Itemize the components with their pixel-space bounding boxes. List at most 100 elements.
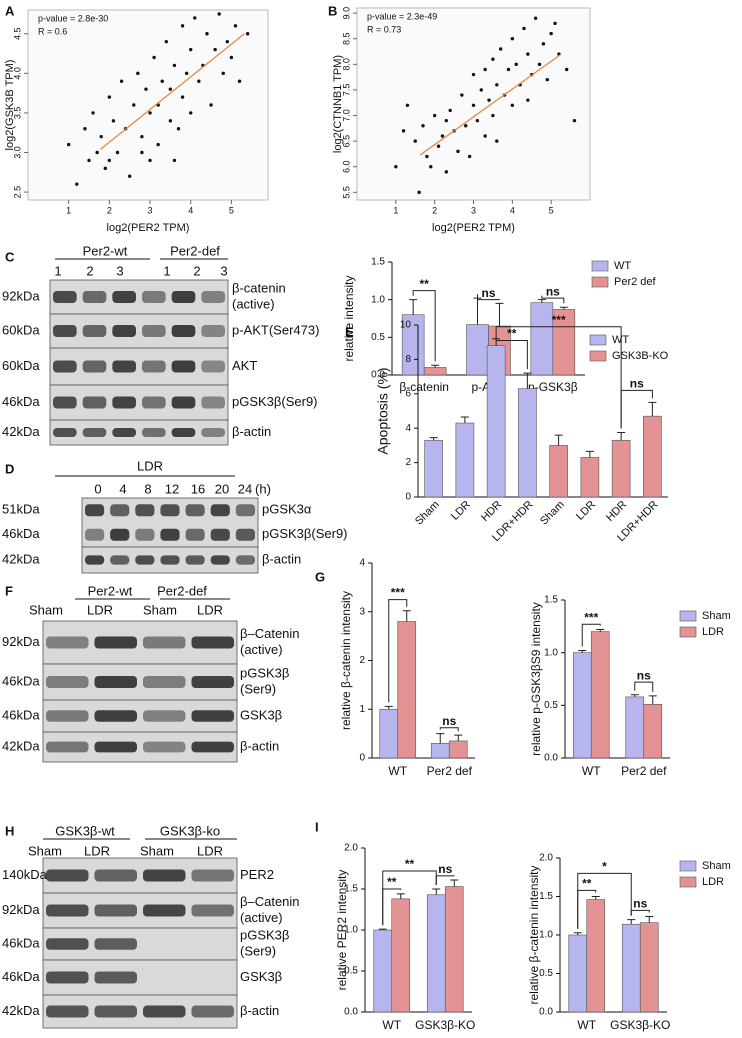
protein-label: β-actin: [232, 424, 271, 439]
protein-label: β-actin: [240, 738, 279, 753]
blot-band: [235, 528, 255, 541]
protein-label: (active): [240, 642, 283, 657]
y-tick-label: 8.5: [341, 32, 351, 45]
kda-label: 60kDa: [2, 322, 40, 337]
point: [140, 134, 144, 139]
blot-band: [201, 428, 225, 437]
point: [479, 88, 483, 92]
y-tick-label: 1.5: [539, 891, 553, 902]
point: [115, 150, 120, 155]
point: [429, 165, 433, 169]
y-tick-label: 8.0: [341, 58, 351, 71]
x-tick-label: p-GSK3β: [528, 380, 578, 394]
y-tick-label: 0.0: [539, 1007, 553, 1018]
error-bar: [409, 299, 418, 315]
protein-label: β–Catenin: [240, 626, 300, 641]
blot-band: [94, 938, 137, 950]
blot-strip: [49, 347, 229, 386]
blot-band: [82, 428, 107, 437]
protein-label: (active): [240, 910, 283, 925]
panel-letter: C: [5, 249, 15, 264]
kda-label: 42kDa: [2, 424, 40, 439]
lane-label: LDR: [197, 602, 223, 617]
x-tick-label: Per2 def: [427, 764, 473, 778]
blot-band: [143, 676, 186, 688]
bar: [373, 929, 393, 1013]
bar: [643, 415, 662, 498]
y-tick-label: 2: [359, 655, 365, 666]
point: [526, 98, 530, 102]
significance-bracket: [620, 389, 653, 429]
error-bar: [596, 628, 605, 632]
significance-label: *: [602, 860, 607, 874]
error-bar: [630, 694, 639, 697]
x-tick-label: Sham: [413, 499, 442, 528]
error-bar: [473, 297, 482, 325]
kda-label: 92kDa: [2, 634, 40, 649]
blot-band: [46, 636, 89, 649]
blot-band: [143, 1005, 186, 1018]
x-tick-label: 3: [148, 205, 153, 215]
blot-band: [82, 396, 107, 409]
legend-swatch: [589, 334, 607, 346]
error-bar: [436, 733, 445, 744]
error-bar: [645, 916, 654, 923]
kda-label: 46kDa: [2, 935, 40, 950]
blot-band: [53, 360, 77, 373]
blot-band: [235, 555, 255, 565]
blot-band: [53, 428, 77, 437]
blot-band: [46, 938, 89, 950]
significance-label: **: [387, 875, 397, 889]
blot-band: [53, 325, 77, 337]
protein-label: (active): [232, 296, 275, 311]
lane-label: 20: [215, 481, 229, 496]
point: [421, 124, 425, 128]
x-tick-label: WT: [577, 1018, 596, 1032]
y-tick-label: 9.0: [341, 7, 351, 20]
lane-label: 3: [220, 263, 227, 278]
bar: [639, 922, 659, 1013]
legend-swatch: [589, 350, 607, 362]
point: [209, 103, 213, 107]
y-axis-label: log2(CTNNB1 TPM): [332, 55, 344, 153]
error-bar: [454, 734, 463, 741]
x-tick-label: 5: [549, 205, 554, 215]
legend-label: WT: [612, 334, 629, 346]
protein-label: (Ser9): [240, 943, 276, 958]
kda-label: 46kDa: [2, 673, 40, 688]
point: [197, 79, 201, 83]
y-tick-label: 0.0: [544, 753, 558, 764]
y-tick-label: 1: [359, 704, 365, 715]
bar: [391, 898, 411, 1013]
point: [172, 63, 177, 68]
blot-band: [82, 360, 107, 373]
y-axis-label: relative β-catenin intensity: [339, 591, 353, 730]
point: [213, 47, 217, 52]
y-tick-label: 4.5: [12, 27, 22, 40]
significance-bracket: [495, 326, 622, 429]
legend-label: WT: [614, 260, 631, 272]
point: [193, 16, 197, 20]
y-tick-label: 5.5: [341, 186, 351, 199]
y-tick-label: 1.5: [344, 884, 358, 895]
blot-band: [135, 528, 155, 541]
significance-label: ***: [552, 313, 566, 327]
y-axis-label: relative p-GSK3βS9 intensity: [529, 602, 543, 756]
blot-band: [46, 741, 89, 753]
blot-band: [201, 396, 225, 409]
annotation: R = 0.6: [38, 26, 67, 36]
blot-band: [191, 676, 234, 688]
y-tick-label: 3.5: [12, 107, 22, 120]
significance-label: ns: [442, 714, 456, 728]
y-tick-label: 0.0: [344, 1007, 358, 1018]
blot-band: [235, 504, 255, 517]
protein-label: pGSK3α: [262, 502, 312, 517]
y-tick-label: 1.0: [539, 930, 553, 941]
point: [168, 87, 173, 91]
y-axis-label: relative intensity: [342, 275, 356, 361]
error-bar: [432, 888, 441, 895]
point: [533, 16, 538, 20]
blot-band: [112, 291, 136, 303]
lane-label: 12: [165, 481, 179, 496]
error-bar: [429, 437, 438, 441]
